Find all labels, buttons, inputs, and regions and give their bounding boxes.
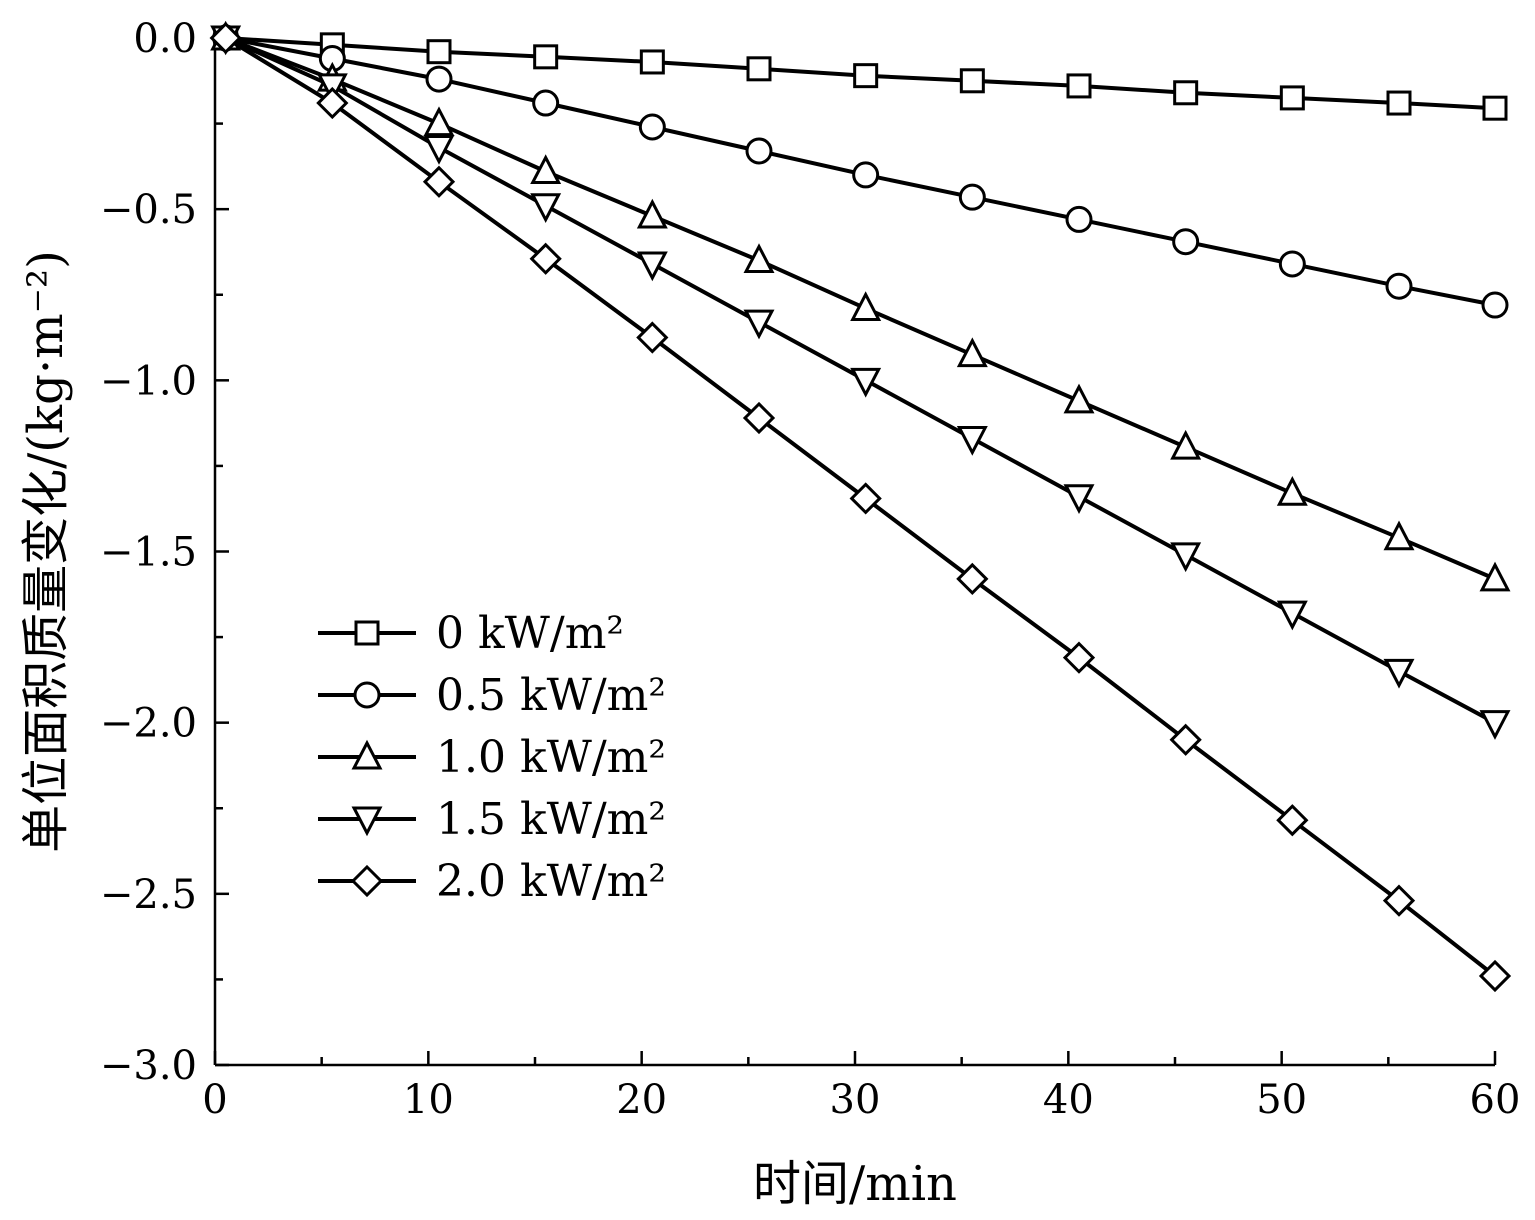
data-point-triangle-down bbox=[853, 369, 879, 394]
data-point-circle bbox=[1067, 207, 1091, 231]
data-point-square bbox=[855, 65, 877, 87]
x-tick-label: 40 bbox=[1043, 1077, 1094, 1123]
data-point-circle bbox=[1387, 274, 1411, 298]
data-point-circle bbox=[960, 185, 984, 209]
x-axis-title: 时间/min bbox=[753, 1156, 957, 1212]
data-point-square bbox=[1281, 87, 1303, 109]
data-point-triangle-up bbox=[426, 110, 452, 135]
data-point-triangle-up bbox=[1386, 524, 1412, 549]
data-point-triangle-down bbox=[639, 253, 665, 278]
data-point-square bbox=[428, 41, 450, 63]
data-point-triangle-down bbox=[426, 137, 452, 162]
y-tick-label: −2.0 bbox=[100, 701, 197, 747]
data-point-circle bbox=[640, 115, 664, 139]
data-point-diamond bbox=[425, 168, 453, 196]
data-point-triangle-down bbox=[746, 311, 772, 336]
ticks: 0 10 20 30 40 50 60 0.0 −0.5 −1.0 −1.5 −2.0 −2.5 −3.0 bbox=[100, 16, 1521, 1123]
data-point-square bbox=[535, 46, 557, 68]
data-point-triangle-down bbox=[1066, 486, 1092, 511]
data-point-circle bbox=[854, 163, 878, 187]
legend-label: 1.5 kW/m² bbox=[436, 794, 666, 845]
x-tick-label: 30 bbox=[830, 1077, 881, 1123]
x-tick-label: 60 bbox=[1470, 1077, 1521, 1123]
data-point-triangle-up bbox=[1279, 479, 1305, 504]
data-point-triangle-up bbox=[853, 294, 879, 319]
legend: 0 kW/m² 0.5 kW/m² 1.0 kW/m² 1.5 kW/m² 2.0 kW… bbox=[318, 608, 666, 907]
legend-marker-square bbox=[356, 622, 378, 644]
data-point-triangle-down bbox=[1386, 660, 1412, 685]
legend-label: 2.0 kW/m² bbox=[436, 856, 666, 907]
data-point-triangle-down bbox=[1279, 602, 1305, 627]
data-point-triangle-up bbox=[1482, 565, 1508, 590]
x-tick-label: 50 bbox=[1256, 1077, 1307, 1123]
data-point-circle bbox=[747, 139, 771, 163]
series bbox=[212, 24, 1509, 990]
data-point-circle bbox=[1483, 293, 1507, 317]
data-point-triangle-up bbox=[746, 247, 772, 272]
data-point-circle bbox=[427, 67, 451, 91]
data-point-square bbox=[1175, 82, 1197, 104]
data-point-triangle-down bbox=[533, 195, 559, 220]
data-point-square bbox=[1388, 92, 1410, 114]
data-point-circle bbox=[1174, 230, 1198, 254]
data-point-triangle-up bbox=[533, 158, 559, 183]
legend-entry: 0 kW/m² bbox=[318, 608, 624, 659]
data-point-square bbox=[1068, 75, 1090, 97]
x-tick-label: 20 bbox=[616, 1077, 667, 1123]
legend-label: 0.5 kW/m² bbox=[436, 670, 666, 721]
y-tick-label: −0.5 bbox=[100, 187, 197, 233]
data-point-circle bbox=[1280, 252, 1304, 276]
legend-entry: 0.5 kW/m² bbox=[318, 670, 666, 721]
y-tick-label: −2.5 bbox=[100, 872, 197, 918]
data-point-triangle-up bbox=[1066, 387, 1092, 412]
legend-marker-diamond bbox=[353, 867, 381, 895]
axes bbox=[215, 38, 1495, 1065]
data-point-triangle-up bbox=[639, 202, 665, 227]
legend-entry: 1.5 kW/m² bbox=[318, 794, 666, 845]
data-point-triangle-up bbox=[959, 341, 985, 366]
data-point-square bbox=[748, 58, 770, 80]
y-tick-label: −3.0 bbox=[100, 1043, 197, 1089]
x-tick-label: 10 bbox=[403, 1077, 454, 1123]
legend-entry: 1.0 kW/m² bbox=[318, 732, 666, 783]
data-point-triangle-down bbox=[1482, 712, 1508, 737]
y-tick-label: 0.0 bbox=[133, 16, 197, 62]
y-axis-title: 单位面积质量变化/(kg·m⁻²) bbox=[18, 250, 74, 853]
data-point-square bbox=[961, 70, 983, 92]
data-point-triangle-down bbox=[1173, 544, 1199, 569]
y-tick-label: −1.5 bbox=[100, 530, 197, 576]
data-point-triangle-up bbox=[1173, 433, 1199, 458]
data-point-circle bbox=[534, 91, 558, 115]
data-point-diamond bbox=[532, 245, 560, 273]
data-point-square bbox=[1484, 97, 1506, 119]
legend-marker-circle bbox=[355, 683, 379, 707]
data-point-triangle-down bbox=[959, 428, 985, 453]
x-tick-label: 0 bbox=[202, 1077, 227, 1123]
y-tick-label: −1.0 bbox=[100, 358, 197, 404]
legend-entry: 2.0 kW/m² bbox=[318, 856, 666, 907]
series-triangle-down bbox=[213, 27, 1508, 737]
legend-label: 0 kW/m² bbox=[436, 608, 624, 659]
legend-label: 1.0 kW/m² bbox=[436, 732, 666, 783]
data-point-square bbox=[641, 51, 663, 73]
